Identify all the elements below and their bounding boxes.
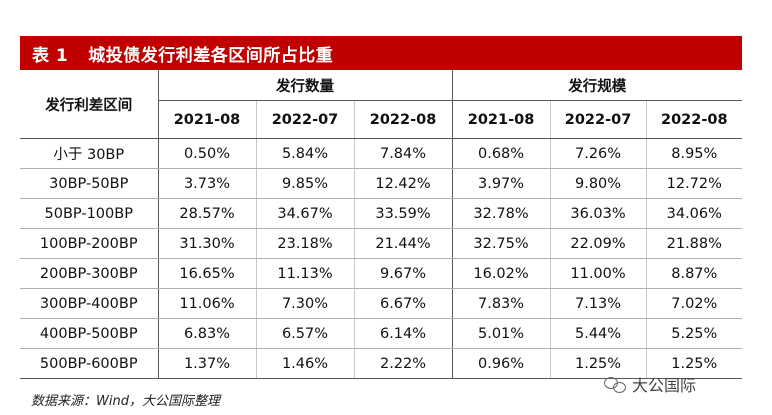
table-cell: 2.22% [353, 348, 453, 379]
table-cell: 3.73% [157, 168, 256, 199]
table-cell: 7.02% [645, 288, 743, 319]
year-header: 2022-08 [353, 100, 453, 139]
watermark-text: 大公国际 [632, 376, 697, 395]
table-cell: 1.37% [157, 348, 256, 379]
year-header: 2022-07 [549, 100, 647, 139]
source-note: 数据来源：Wind，大公国际整理 [31, 394, 220, 409]
table-row: 200BP-300BP 16.65% 11.13% 9.67% 16.02% 11.00%… [20, 258, 743, 289]
table-cell: 11.06% [157, 288, 256, 319]
table-cell: 1.25% [549, 348, 647, 379]
table-row: 50BP-100BP 28.57% 34.67% 33.59% 32.78% 36.03%… [20, 198, 743, 229]
row-header: 发行利差区间 [20, 70, 158, 139]
row-label: 200BP-300BP [20, 258, 158, 289]
table-cell: 5.01% [451, 318, 551, 349]
table-row: 500BP-600BP 1.37% 1.46% 2.22% 0.96% 1.25% 1.25… [20, 348, 743, 379]
table-cell: 21.44% [353, 228, 453, 259]
table-cell: 32.78% [451, 198, 551, 229]
table-cell: 5.25% [645, 318, 743, 349]
table-cell: 11.13% [255, 258, 354, 289]
spread-table: 发行利差区间 发行数量 发行规模 2021-08 2022-07 2022-08… [20, 70, 743, 379]
table-cell: 33.59% [353, 198, 453, 229]
table-cell: 0.50% [157, 138, 256, 169]
table-cell: 22.09% [549, 228, 647, 259]
table-cell: 28.57% [157, 198, 256, 229]
table-cell: 11.00% [549, 258, 647, 289]
header-group-row: 发行利差区间 发行数量 发行规模 [20, 70, 743, 139]
table-cell: 7.30% [255, 288, 354, 319]
table-cell: 21.88% [645, 228, 743, 259]
wechat-icon [604, 375, 626, 393]
row-label: 300BP-400BP [20, 288, 158, 319]
table-cell: 1.25% [645, 348, 743, 379]
table-row: 100BP-200BP 31.30% 23.18% 21.44% 32.75% 22.09… [20, 228, 743, 259]
table-cell: 34.06% [645, 198, 743, 229]
table-cell: 6.57% [255, 318, 354, 349]
table-cell: 12.42% [353, 168, 453, 199]
table-cell: 31.30% [157, 228, 256, 259]
table-cell: 1.46% [255, 348, 354, 379]
table-cell: 16.02% [451, 258, 551, 289]
table-cell: 6.67% [353, 288, 453, 319]
group-header-scale: 发行规模 [451, 70, 743, 101]
year-header: 2021-08 [451, 100, 551, 139]
table-row: 400BP-500BP 6.83% 6.57% 6.14% 5.01% 5.44% 5.25… [20, 318, 743, 349]
table-cell: 3.97% [451, 168, 551, 199]
header-year-row: 2021-08 2022-07 2022-08 2021-08 2022-07 … [20, 100, 743, 139]
table-cell: 7.26% [549, 138, 647, 169]
table-cell: 8.87% [645, 258, 743, 289]
table-cell: 23.18% [255, 228, 354, 259]
year-header: 2022-07 [255, 100, 354, 139]
row-label: 小于 30BP [20, 138, 158, 169]
watermark: 大公国际 [604, 372, 696, 396]
table-cell: 7.83% [451, 288, 551, 319]
table-title-bar: 表 1 城投债发行利差各区间所占比重 [20, 36, 742, 70]
table-cell: 8.95% [645, 138, 743, 169]
table-row: 300BP-400BP 11.06% 7.30% 6.67% 7.83% 7.13% 7.0… [20, 288, 743, 319]
table-cell: 0.96% [451, 348, 551, 379]
table-row: 小于 30BP 0.50% 5.84% 7.84% 0.68% 7.26% 8.95% [20, 138, 743, 169]
table-number: 表 1 [32, 45, 69, 66]
row-label: 30BP-50BP [20, 168, 158, 199]
table-frame: 表 1 城投债发行利差各区间所占比重 发行利差区间 发行数量 发行规模 2021… [20, 36, 743, 379]
year-header: 2022-08 [645, 100, 743, 139]
group-header-count: 发行数量 [157, 70, 453, 101]
table-cell: 5.84% [255, 138, 354, 169]
table-title: 城投债发行利差各区间所占比重 [88, 45, 334, 66]
table-cell: 16.65% [157, 258, 256, 289]
table-cell: 5.44% [549, 318, 647, 349]
row-label: 400BP-500BP [20, 318, 158, 349]
table-cell: 0.68% [451, 138, 551, 169]
table-cell: 34.67% [255, 198, 354, 229]
table-cell: 7.13% [549, 288, 647, 319]
table-cell: 12.72% [645, 168, 743, 199]
table-cell: 7.84% [353, 138, 453, 169]
table-cell: 9.85% [255, 168, 354, 199]
table-cell: 9.67% [353, 258, 453, 289]
table-body: 小于 30BP 0.50% 5.84% 7.84% 0.68% 7.26% 8.95% 30B… [20, 138, 743, 379]
row-label: 100BP-200BP [20, 228, 158, 259]
table-cell: 32.75% [451, 228, 551, 259]
table-cell: 6.14% [353, 318, 453, 349]
table-cell: 36.03% [549, 198, 647, 229]
table-cell: 6.83% [157, 318, 256, 349]
year-header: 2021-08 [157, 100, 256, 139]
row-label: 50BP-100BP [20, 198, 158, 229]
row-label: 500BP-600BP [20, 348, 158, 379]
table-row: 30BP-50BP 3.73% 9.85% 12.42% 3.97% 9.80% 12.72… [20, 168, 743, 199]
table-cell: 9.80% [549, 168, 647, 199]
